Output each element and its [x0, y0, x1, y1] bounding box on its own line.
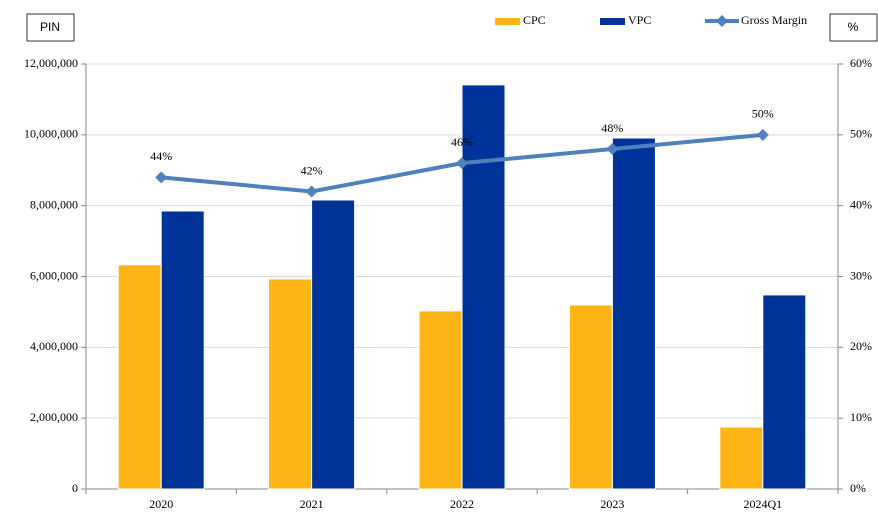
- line-marker: [305, 185, 318, 198]
- data-label: 44%: [150, 149, 172, 163]
- x-tick-label: 2022: [450, 497, 474, 511]
- y2-tick-label: 40%: [850, 197, 872, 211]
- data-label: 46%: [451, 135, 473, 149]
- data-label: 42%: [301, 163, 323, 177]
- y2-axis-label: %: [848, 20, 859, 34]
- bar: [117, 264, 162, 490]
- bar: [568, 304, 613, 490]
- legend-swatch: [716, 15, 728, 27]
- legend-swatch: [600, 18, 625, 25]
- bar: [611, 137, 656, 490]
- line-marker: [456, 157, 468, 170]
- bar: [268, 278, 313, 490]
- line-marker: [155, 171, 168, 184]
- data-label: 48%: [601, 121, 623, 135]
- y-axis-label: PIN: [40, 20, 60, 34]
- bar: [719, 426, 764, 490]
- y2label-box: [829, 13, 878, 42]
- bar: [461, 84, 506, 490]
- bar: [762, 294, 807, 490]
- legend-swatch: [495, 18, 520, 25]
- y2-tick-label: 20%: [850, 339, 872, 353]
- legend-label: VPC: [628, 13, 651, 27]
- line-marker: [606, 143, 619, 155]
- data-label: 50%: [752, 107, 774, 121]
- y-tick-label: 10,000,000: [24, 127, 78, 141]
- x-tick-label: 2024Q1: [743, 497, 782, 511]
- y2-tick-label: 30%: [850, 268, 872, 282]
- y2-tick-label: 60%: [850, 56, 872, 70]
- y-tick-label: 4,000,000: [30, 339, 78, 353]
- x-tick-label: 2023: [600, 497, 624, 511]
- y-tick-label: 6,000,000: [30, 268, 78, 282]
- x-tick-label: 2021: [300, 497, 324, 511]
- y2-tick-label: 50%: [850, 127, 872, 141]
- bar: [311, 199, 356, 490]
- y-tick-label: 2,000,000: [30, 410, 78, 424]
- line-marker: [756, 128, 769, 141]
- bar: [160, 210, 205, 490]
- ylabel-box: [26, 13, 75, 42]
- y-tick-label: 8,000,000: [30, 197, 78, 211]
- legend-label: CPC: [523, 13, 546, 27]
- legend-label: Gross Margin: [741, 13, 807, 27]
- y2-tick-label: 0%: [850, 481, 866, 495]
- y-tick-label: 12,000,000: [24, 56, 78, 70]
- bar: [418, 310, 463, 490]
- y2-tick-label: 10%: [850, 410, 872, 424]
- y-tick-label: 0: [72, 481, 78, 495]
- x-tick-label: 2020: [149, 497, 173, 511]
